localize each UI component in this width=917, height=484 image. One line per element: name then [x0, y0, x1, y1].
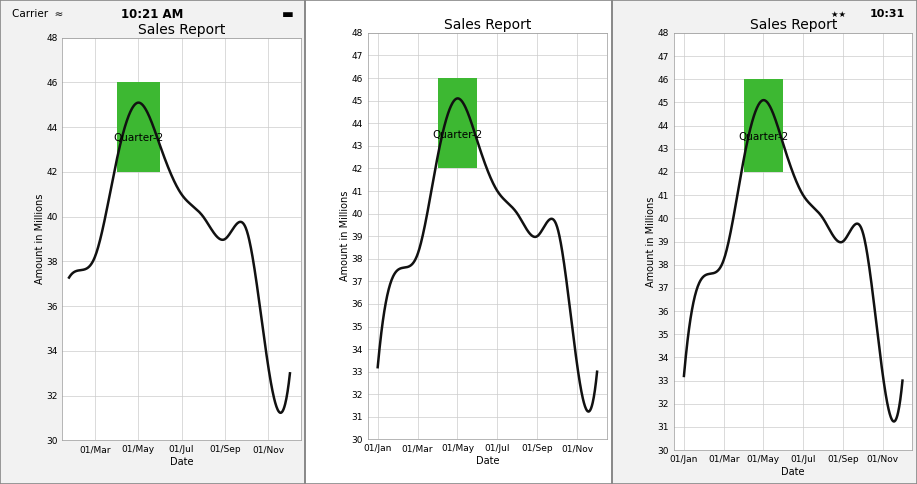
Text: □: □	[537, 460, 551, 473]
X-axis label: Date: Date	[476, 456, 499, 466]
Title: Sales Report: Sales Report	[749, 18, 837, 32]
Text: Quarter-2: Quarter-2	[432, 130, 482, 139]
Text: ★★: ★★	[832, 10, 852, 18]
Text: 10:21 AM: 10:21 AM	[121, 8, 184, 20]
Text: ↲: ↲	[367, 459, 379, 474]
Bar	[437, 78, 478, 168]
Text: Carrier  ≈: Carrier ≈	[12, 9, 63, 19]
Text: ◻: ◻	[453, 460, 464, 473]
Y-axis label: Amount in Millions: Amount in Millions	[646, 197, 657, 287]
Text: ☰: ☰	[317, 9, 327, 19]
Title: Sales Report: Sales Report	[444, 18, 531, 32]
Title: Sales Report: Sales Report	[138, 23, 226, 37]
Y-axis label: Amount in Millions: Amount in Millions	[340, 191, 350, 281]
Text: ▬: ▬	[282, 8, 293, 20]
Bar	[744, 79, 783, 172]
Text: Quarter-2: Quarter-2	[738, 132, 789, 142]
Text: 10:30: 10:30	[564, 9, 600, 19]
Text: Quarter-2: Quarter-2	[113, 134, 163, 143]
X-axis label: Date: Date	[781, 467, 805, 477]
X-axis label: Date: Date	[170, 457, 193, 467]
Text: 10:31: 10:31	[869, 9, 905, 19]
Bar	[116, 82, 160, 172]
Y-axis label: Amount in Millions: Amount in Millions	[35, 194, 45, 284]
